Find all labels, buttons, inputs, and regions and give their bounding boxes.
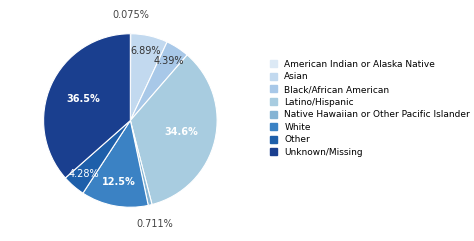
Text: 12.5%: 12.5% xyxy=(102,177,136,187)
Text: 34.6%: 34.6% xyxy=(164,127,198,137)
Wedge shape xyxy=(130,42,187,120)
Text: 0.711%: 0.711% xyxy=(136,219,173,228)
Text: 6.89%: 6.89% xyxy=(131,46,161,56)
Wedge shape xyxy=(83,120,148,207)
Wedge shape xyxy=(130,120,152,205)
Text: 4.28%: 4.28% xyxy=(69,169,99,179)
Wedge shape xyxy=(130,34,167,120)
Wedge shape xyxy=(44,34,130,178)
Text: 36.5%: 36.5% xyxy=(66,94,100,104)
Legend: American Indian or Alaska Native, Asian, Black/African American, Latino/Hispanic: American Indian or Alaska Native, Asian,… xyxy=(270,60,470,157)
Wedge shape xyxy=(130,55,217,205)
Wedge shape xyxy=(65,120,130,193)
Text: 0.075%: 0.075% xyxy=(112,10,149,20)
Text: 4.39%: 4.39% xyxy=(154,56,184,66)
